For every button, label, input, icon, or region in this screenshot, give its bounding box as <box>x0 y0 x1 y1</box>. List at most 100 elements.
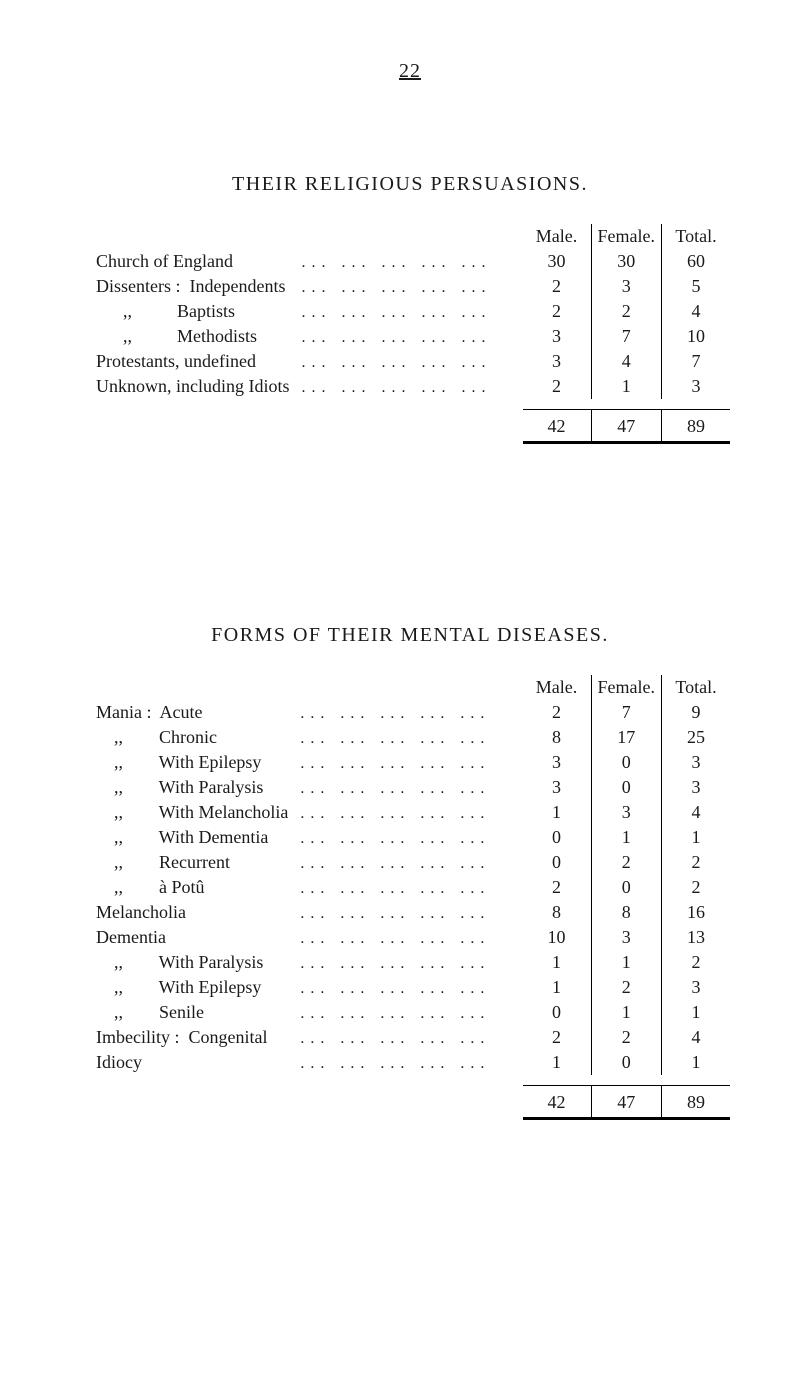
cell-female: 2 <box>591 850 661 875</box>
cell-male: 3 <box>523 775 592 800</box>
col-male: Male. <box>523 224 592 249</box>
cell-male: 2 <box>523 1025 592 1050</box>
row-label: ,, Methodists <box>90 324 296 349</box>
table-row: ,, Chronic... ... ... ... ...81725 <box>90 725 730 750</box>
leader-dots: ... ... ... ... ... <box>294 750 522 775</box>
cell-male: 1 <box>523 950 592 975</box>
table-row: ,, Baptists... ... ... ... ...224 <box>90 299 730 324</box>
cell-total: 2 <box>662 950 731 975</box>
table-row: Melancholia... ... ... ... ...8816 <box>90 900 730 925</box>
cell-male: 10 <box>523 925 592 950</box>
leader-dots: ... ... ... ... ... <box>296 349 523 374</box>
cell-total: 1 <box>662 825 731 850</box>
table-row: Imbecility : Congenital... ... ... ... .… <box>90 1025 730 1050</box>
leader-dots: ... ... ... ... ... <box>294 875 522 900</box>
row-label: ,, With Epilepsy <box>90 750 294 775</box>
leader-dots: ... ... ... ... ... <box>294 700 522 725</box>
cell-female: 7 <box>591 700 661 725</box>
cell-total: 13 <box>662 925 731 950</box>
table-row: Mania : Acute... ... ... ... ...279 <box>90 700 730 725</box>
leader-dots: ... ... ... ... ... <box>294 775 522 800</box>
cell-total: 3 <box>662 750 731 775</box>
cell-female: 4 <box>591 349 661 374</box>
leader-dots: ... ... ... ... ... <box>296 324 523 349</box>
cell-male: 3 <box>523 324 592 349</box>
cell-male: 1 <box>523 975 592 1000</box>
cell-female: 1 <box>591 374 661 399</box>
cell-total: 3 <box>662 374 731 399</box>
row-label: Mania : Acute <box>90 700 294 725</box>
table-row: Idiocy... ... ... ... ...101 <box>90 1050 730 1075</box>
total-female: 47 <box>591 1086 661 1119</box>
table-row: Church of England... ... ... ... ...3030… <box>90 249 730 274</box>
col-female: Female. <box>591 675 661 700</box>
row-label: Idiocy <box>90 1050 294 1075</box>
cell-female: 2 <box>591 299 661 324</box>
leader-dots: ... ... ... ... ... <box>296 299 523 324</box>
cell-female: 0 <box>591 750 661 775</box>
cell-female: 0 <box>591 775 661 800</box>
col-female: Female. <box>591 224 661 249</box>
cell-total: 16 <box>662 900 731 925</box>
religious-table: Male. Female. Total. Church of England..… <box>90 224 730 444</box>
table-header-row: Male. Female. Total. <box>90 224 730 249</box>
table-header-row: Male. Female. Total. <box>90 675 730 700</box>
total-female: 47 <box>591 410 661 443</box>
row-label: Unknown, including Idiots <box>90 374 296 399</box>
row-label: Church of England <box>90 249 296 274</box>
cell-total: 4 <box>662 1025 731 1050</box>
table-row: ,, With Dementia... ... ... ... ...011 <box>90 825 730 850</box>
cell-male: 1 <box>523 1050 592 1075</box>
cell-male: 2 <box>523 374 592 399</box>
leader-dots: ... ... ... ... ... <box>296 249 523 274</box>
row-label: Dementia <box>90 925 294 950</box>
cell-female: 30 <box>591 249 661 274</box>
leader-dots: ... ... ... ... ... <box>294 1050 522 1075</box>
leader-dots: ... ... ... ... ... <box>294 975 522 1000</box>
leader-dots: ... ... ... ... ... <box>294 925 522 950</box>
table-row: ,, Senile... ... ... ... ...011 <box>90 1000 730 1025</box>
row-label: ,, With Paralysis <box>90 950 294 975</box>
leader-dots: ... ... ... ... ... <box>294 800 522 825</box>
cell-female: 17 <box>591 725 661 750</box>
cell-female: 2 <box>591 975 661 1000</box>
cell-male: 0 <box>523 825 592 850</box>
row-label: ,, Senile <box>90 1000 294 1025</box>
row-label: ,, With Dementia <box>90 825 294 850</box>
cell-male: 2 <box>523 700 592 725</box>
table-row: Dementia... ... ... ... ...10313 <box>90 925 730 950</box>
table-total-row: 42 47 89 <box>90 410 730 443</box>
table-total-row: 42 47 89 <box>90 1086 730 1119</box>
table-row: ,, With Epilepsy... ... ... ... ...123 <box>90 975 730 1000</box>
cell-total: 2 <box>662 850 731 875</box>
cell-male: 8 <box>523 725 592 750</box>
leader-dots: ... ... ... ... ... <box>294 825 522 850</box>
cell-female: 2 <box>591 1025 661 1050</box>
table-row: ,, With Paralysis... ... ... ... ...303 <box>90 775 730 800</box>
cell-total: 9 <box>662 700 731 725</box>
table-row: ,, Methodists... ... ... ... ...3710 <box>90 324 730 349</box>
cell-male: 2 <box>523 299 592 324</box>
cell-female: 0 <box>591 875 661 900</box>
cell-total: 3 <box>662 775 731 800</box>
total-total: 89 <box>662 410 731 443</box>
table-row: ,, à Potû... ... ... ... ...202 <box>90 875 730 900</box>
row-label: Dissenters : Independents <box>90 274 296 299</box>
total-male: 42 <box>523 410 592 443</box>
leader-dots: ... ... ... ... ... <box>294 900 522 925</box>
leader-dots: ... ... ... ... ... <box>294 725 522 750</box>
cell-female: 3 <box>591 925 661 950</box>
cell-total: 4 <box>662 299 731 324</box>
col-total: Total. <box>662 675 731 700</box>
cell-male: 2 <box>523 274 592 299</box>
cell-female: 1 <box>591 825 661 850</box>
total-male: 42 <box>523 1086 592 1119</box>
cell-female: 1 <box>591 950 661 975</box>
col-male: Male. <box>523 675 592 700</box>
row-label: ,, With Paralysis <box>90 775 294 800</box>
table-row: Unknown, including Idiots... ... ... ...… <box>90 374 730 399</box>
cell-total: 10 <box>662 324 731 349</box>
cell-female: 3 <box>591 800 661 825</box>
leader-dots: ... ... ... ... ... <box>294 1025 522 1050</box>
row-label: ,, à Potû <box>90 875 294 900</box>
